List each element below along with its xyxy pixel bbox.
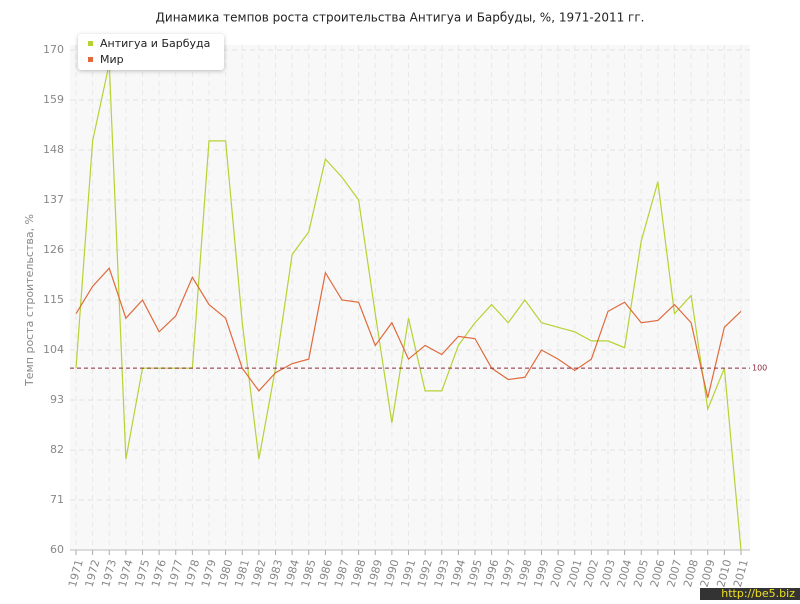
- series-line: [75, 63, 742, 551]
- x-tick-label: 2011: [731, 558, 751, 588]
- y-axis-label: Темп роста строительства, %: [23, 214, 36, 387]
- y-tick-label: 82: [50, 443, 64, 456]
- y-tick-label: 159: [43, 93, 64, 106]
- y-tick-label: 137: [43, 193, 64, 206]
- series-line: [75, 267, 742, 398]
- y-tick-label: 104: [43, 343, 64, 356]
- chart-title: Динамика темпов роста строительства Анти…: [156, 11, 645, 25]
- legend-swatch: [88, 41, 93, 46]
- y-tick-label: 60: [50, 543, 64, 556]
- plot-area: [70, 45, 750, 550]
- watermark: http://be5.biz: [721, 587, 795, 600]
- y-tick-label: 115: [43, 293, 64, 306]
- legend-label: Антигуа и Барбуда: [100, 37, 210, 50]
- y-tick-label: 170: [43, 43, 64, 56]
- y-tick-label: 126: [43, 243, 64, 256]
- legend-label: Мир: [100, 53, 124, 66]
- y-tick-label: 93: [50, 393, 64, 406]
- watermark-bg: [700, 588, 800, 600]
- legend-box: [78, 34, 224, 70]
- y-tick-label: 148: [43, 143, 64, 156]
- legend-swatch: [88, 57, 93, 62]
- y-tick-label: 71: [50, 493, 64, 506]
- reference-label: 100: [752, 364, 767, 373]
